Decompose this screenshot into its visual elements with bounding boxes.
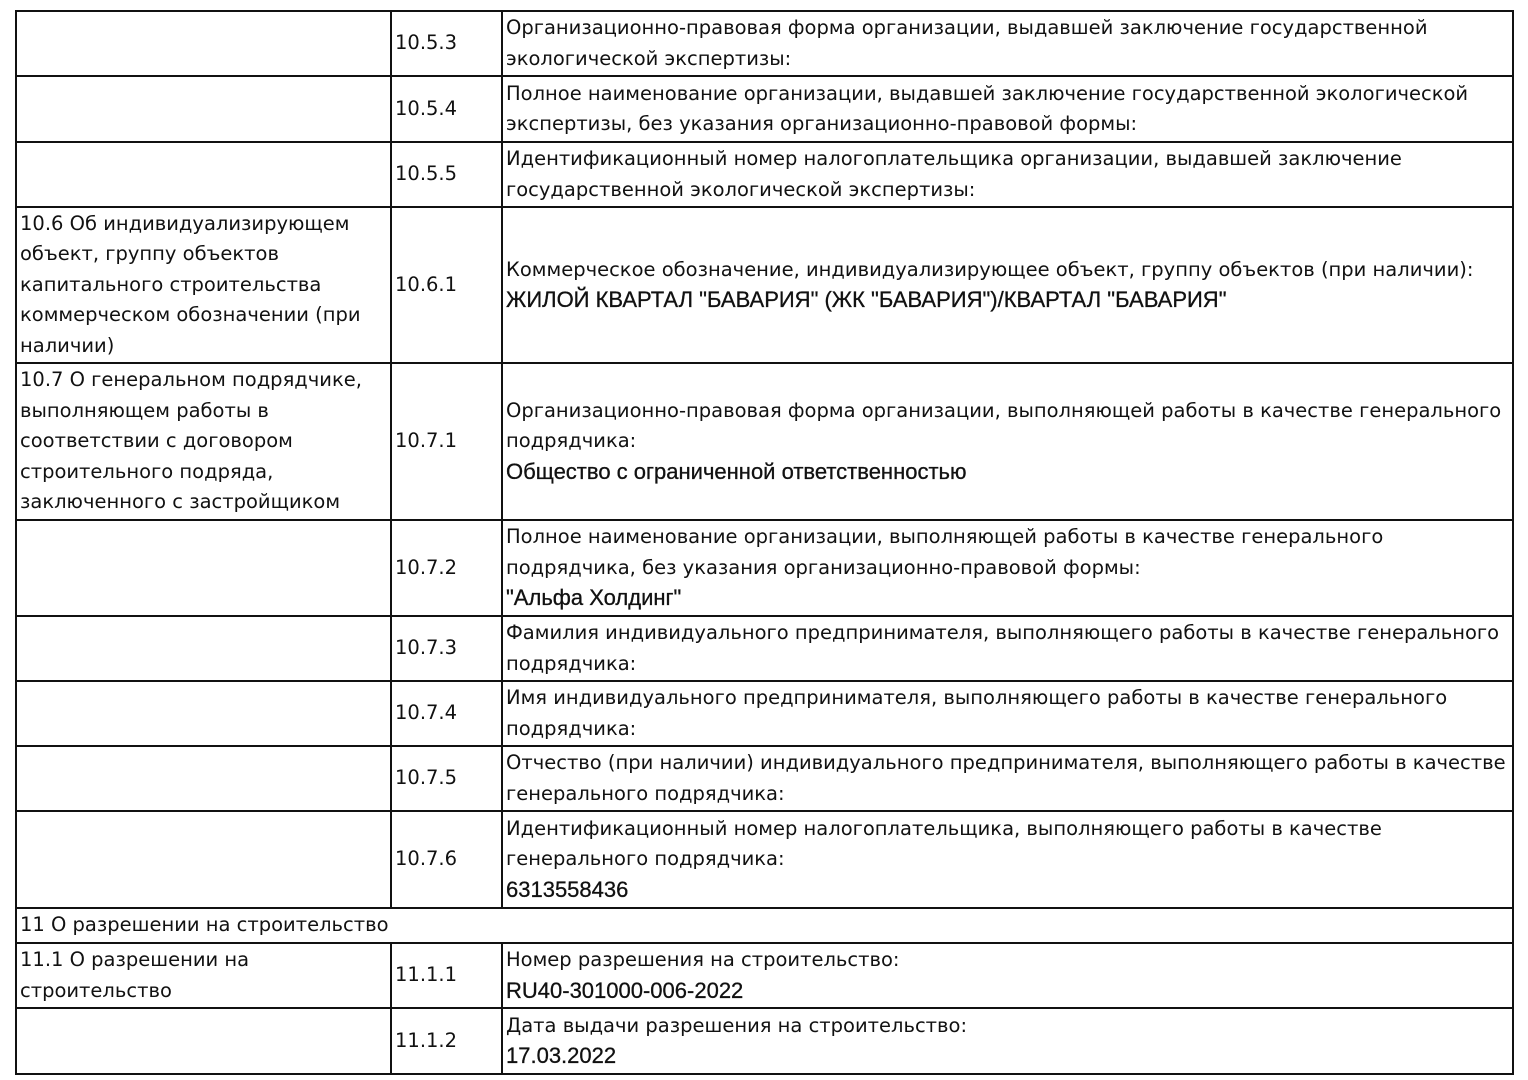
section-heading-row: 11 О разрешении на строительство [15,907,1514,944]
field-label: Организационно-правовая форма организаци… [506,398,1502,453]
content-cell: Фамилия индивидуального предпринимателя,… [501,615,1514,682]
code-cell: 10.7.4 [390,680,503,747]
content-cell: Идентификационный номер налогоплательщик… [501,810,1514,909]
content-cell: Коммерческое обозначение, индивидуализир… [501,206,1514,364]
section-cell [15,745,392,812]
code-cell: 10.7.1 [390,362,503,521]
section-cell: 10.6 Об индивидуализирующем объект, груп… [15,206,392,364]
field-label: Полное наименование организации, выполня… [506,525,1384,579]
field-label: Идентификационный номер налогоплательщик… [506,816,1382,871]
section-cell [15,680,392,747]
code-cell: 11.1.2 [390,1007,503,1075]
section-cell [15,141,392,208]
field-label: Имя индивидуального предпринимателя, вып… [506,686,1448,740]
content-cell: Организационно-правовая форма организаци… [501,362,1514,521]
declaration-table: 10.5.3 Организационно-правовая форма орга… [15,10,1514,1075]
field-label: Номер разрешения на строительство: [506,948,900,971]
code-cell: 10.5.5 [390,141,503,208]
code-cell: 10.5.3 [390,10,503,77]
code-cell: 10.5.4 [390,75,503,143]
field-value: Общество с ограниченной ответственностью [506,458,967,484]
code-cell: 10.7.6 [390,810,503,909]
table-row: 10.7.2 Полное наименование организации, в… [15,519,1514,617]
table-row: 10.6 Об индивидуализирующем объект, груп… [15,206,1514,364]
section-cell: 10.7 О генеральном подрядчике, выполняющ… [15,362,392,521]
table-row: 11.1.2 Дата выдачи разрешения на строител… [15,1007,1514,1075]
field-label: Полное наименование организации, выдавше… [506,81,1469,136]
table-row: 10.7 О генеральном подрядчике, выполняющ… [15,362,1514,521]
content-cell: Организационно-правовая форма организаци… [501,10,1514,77]
section-cell [15,810,392,909]
field-value: "Альфа Холдинг" [506,585,682,611]
table-row: 10.7.5 Отчество (при наличии) индивидуаль… [15,745,1514,812]
code-cell: 10.7.5 [390,745,503,812]
field-value: 17.03.2022 [506,1043,617,1068]
field-value: RU40-301000-006-2022 [506,977,744,1003]
field-label: Идентификационный номер налогоплательщик… [506,147,1402,201]
table-row: 10.5.4 Полное наименование организации, в… [15,75,1514,143]
section-cell [15,615,392,682]
content-cell: Имя индивидуального предпринимателя, вып… [501,680,1514,747]
section-cell [15,10,392,77]
field-label: Организационно-правовая форма организаци… [506,16,1428,70]
content-cell: Полное наименование организации, выдавше… [501,75,1514,143]
field-label: Коммерческое обозначение, индивидуализир… [506,257,1474,281]
content-cell: Номер разрешения на строительство: RU40-3… [501,942,1514,1009]
table-row: 11.1 О разрешении на строительство 11.1.1… [15,942,1514,1009]
section-heading: 11 О разрешении на строительство [15,907,1514,944]
code-cell: 10.7.2 [390,519,503,617]
section-cell [15,75,392,143]
content-cell: Дата выдачи разрешения на строительство:… [501,1007,1514,1075]
table-row: 10.7.6 Идентификационный номер налогоплат… [15,810,1514,909]
section-cell: 11.1 О разрешении на строительство [15,942,392,1009]
table-row: 10.5.3 Организационно-правовая форма орга… [15,10,1514,77]
section-cell [15,519,392,617]
table-row: 10.7.3 Фамилия индивидуального предприним… [15,615,1514,682]
content-cell: Идентификационный номер налогоплательщик… [501,141,1514,208]
table-row: 10.5.5 Идентификационный номер налогоплат… [15,141,1514,208]
field-label: Отчество (при наличии) индивидуального п… [506,751,1506,805]
field-value: 6313558436 [506,876,629,902]
content-cell: Отчество (при наличии) индивидуального п… [501,745,1514,812]
field-value: ЖИЛОЙ КВАРТАЛ "БАВАРИЯ" (ЖК "БАВАРИЯ")/К… [506,287,1227,312]
code-cell: 10.7.3 [390,615,503,682]
code-cell: 11.1.1 [390,942,503,1009]
content-cell: Полное наименование организации, выполня… [501,519,1514,617]
table-row: 10.7.4 Имя индивидуального предпринимател… [15,680,1514,747]
field-label: Дата выдачи разрешения на строительство: [506,1013,968,1037]
section-cell [15,1007,392,1075]
code-cell: 10.6.1 [390,206,503,364]
field-label: Фамилия индивидуального предпринимателя,… [506,621,1500,675]
